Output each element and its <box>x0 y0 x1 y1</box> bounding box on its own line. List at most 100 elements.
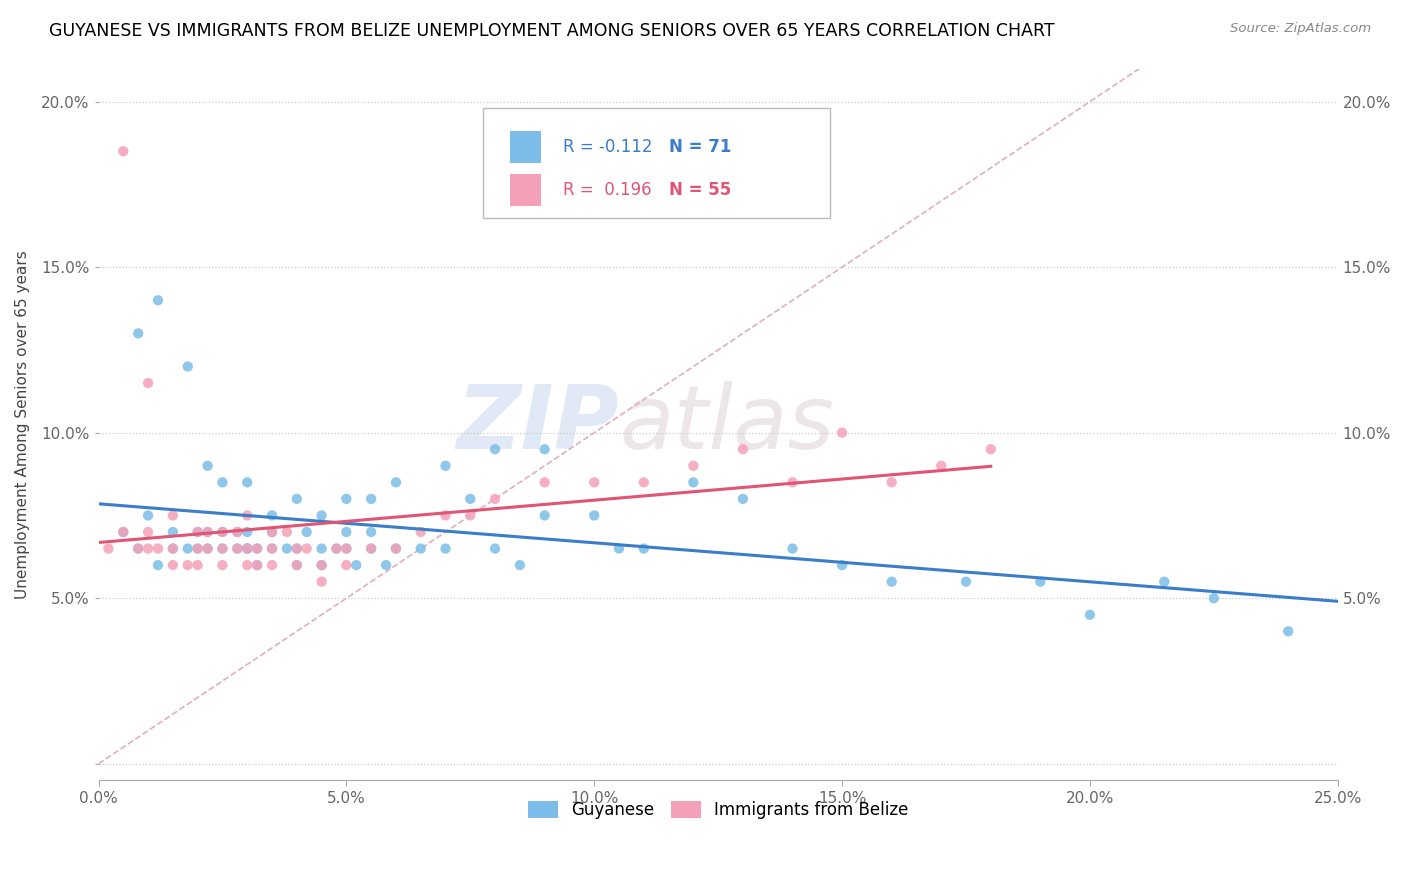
Point <box>633 541 655 556</box>
Point <box>955 574 977 589</box>
Point <box>236 541 259 556</box>
Point <box>226 524 249 539</box>
Point <box>197 524 219 539</box>
Point <box>236 541 259 556</box>
Point <box>197 458 219 473</box>
Point <box>344 558 367 573</box>
Text: atlas: atlas <box>619 382 834 467</box>
Point <box>197 524 219 539</box>
Point <box>434 541 457 556</box>
Point <box>335 524 357 539</box>
Point <box>682 458 704 473</box>
Point <box>211 524 233 539</box>
Point <box>311 558 333 573</box>
Point <box>276 541 298 556</box>
Point <box>533 442 555 457</box>
Point <box>831 558 853 573</box>
Point <box>187 541 209 556</box>
Point <box>136 376 159 390</box>
Point <box>325 541 347 556</box>
Point <box>285 541 308 556</box>
Point <box>260 524 283 539</box>
Point <box>731 442 754 457</box>
Text: GUYANESE VS IMMIGRANTS FROM BELIZE UNEMPLOYMENT AMONG SENIORS OVER 65 YEARS CORR: GUYANESE VS IMMIGRANTS FROM BELIZE UNEMP… <box>49 22 1054 40</box>
Point <box>162 541 184 556</box>
Point <box>1277 624 1299 639</box>
Point <box>311 558 333 573</box>
Point <box>211 541 233 556</box>
Point <box>162 508 184 523</box>
Point <box>782 475 804 490</box>
Point <box>1078 607 1101 622</box>
Point <box>226 524 249 539</box>
Point <box>112 524 135 539</box>
Point <box>246 541 269 556</box>
Point <box>162 541 184 556</box>
Legend: Guyanese, Immigrants from Belize: Guyanese, Immigrants from Belize <box>522 794 915 825</box>
Text: N = 55: N = 55 <box>669 180 731 199</box>
Point <box>260 558 283 573</box>
Point <box>360 524 382 539</box>
Point <box>409 541 432 556</box>
Point <box>880 574 903 589</box>
Point <box>187 558 209 573</box>
Point <box>285 558 308 573</box>
Point <box>236 558 259 573</box>
Point <box>226 541 249 556</box>
Point <box>112 524 135 539</box>
Text: N = 71: N = 71 <box>669 138 731 156</box>
Point <box>276 524 298 539</box>
Point <box>112 145 135 159</box>
Point <box>246 541 269 556</box>
Point <box>146 541 169 556</box>
Point <box>335 558 357 573</box>
Point <box>295 524 318 539</box>
Y-axis label: Unemployment Among Seniors over 65 years: Unemployment Among Seniors over 65 years <box>15 250 30 599</box>
Point <box>162 558 184 573</box>
Point <box>236 508 259 523</box>
Point <box>385 541 408 556</box>
Point <box>682 475 704 490</box>
Point <box>1029 574 1052 589</box>
Point <box>226 541 249 556</box>
Point <box>782 541 804 556</box>
Point <box>458 491 481 506</box>
Text: R = -0.112: R = -0.112 <box>564 138 664 156</box>
FancyBboxPatch shape <box>482 108 830 218</box>
Point <box>484 442 506 457</box>
Point <box>458 508 481 523</box>
Point <box>360 541 382 556</box>
Point <box>375 558 398 573</box>
Point <box>162 524 184 539</box>
Point <box>177 359 200 374</box>
Point <box>97 541 120 556</box>
Point <box>177 558 200 573</box>
Point <box>533 508 555 523</box>
Point <box>880 475 903 490</box>
Point <box>236 475 259 490</box>
FancyBboxPatch shape <box>510 131 541 163</box>
Point <box>211 558 233 573</box>
Point <box>335 541 357 556</box>
Point <box>136 541 159 556</box>
Point <box>583 475 606 490</box>
Point <box>360 541 382 556</box>
Point <box>583 508 606 523</box>
Point <box>385 541 408 556</box>
Point <box>127 541 149 556</box>
Point <box>285 558 308 573</box>
Point <box>187 524 209 539</box>
Point <box>484 541 506 556</box>
Point <box>246 558 269 573</box>
Point <box>211 524 233 539</box>
Point <box>633 475 655 490</box>
Text: R =  0.196: R = 0.196 <box>564 180 662 199</box>
Point <box>146 293 169 308</box>
Point <box>311 508 333 523</box>
FancyBboxPatch shape <box>510 174 541 205</box>
Point <box>187 524 209 539</box>
Point <box>731 491 754 506</box>
Point <box>285 541 308 556</box>
Point <box>197 541 219 556</box>
Point <box>260 541 283 556</box>
